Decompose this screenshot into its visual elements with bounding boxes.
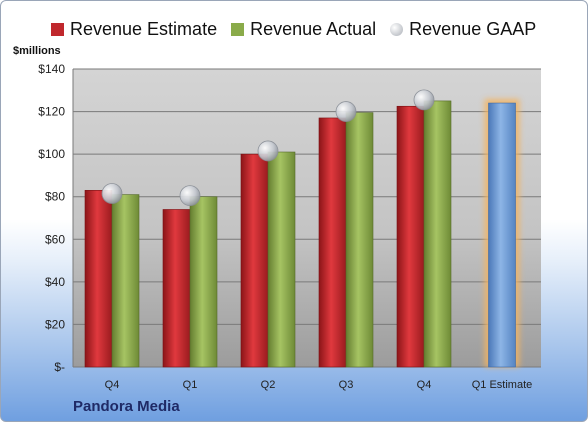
bar-estimate [396,105,425,368]
bar-actual [189,196,218,368]
x-tick-label: Q1 Estimate [472,379,533,391]
legend: Revenue Estimate Revenue Actual Revenue … [51,17,577,41]
company-name: Pandora Media [73,398,180,415]
gaap-marker [335,101,357,122]
y-tick-label: $20 [45,317,65,331]
legend-swatch-estimate [51,22,64,36]
legend-label-actual: Revenue Actual [250,18,377,39]
bar-forecast [488,102,516,368]
plot-area [73,69,541,367]
y-tick-label: $- [54,360,65,374]
x-tick-label: Q3 [339,379,354,391]
x-tick-label: Q4 [417,379,432,391]
bar-actual [345,112,374,368]
bar-estimate [84,190,113,368]
bar-actual [423,100,452,368]
bar-estimate [240,153,269,368]
gaap-marker [257,140,279,162]
x-tick-label: Q4 [105,379,120,391]
y-tick-label: $80 [45,190,65,204]
gaap-marker [101,183,123,204]
gaap-marker [413,89,435,111]
legend-item-actual: Revenue Actual [231,19,376,40]
y-axis-unit-label: $millions [13,45,61,57]
legend-swatch-actual [231,22,245,36]
legend-swatch-gaap [390,22,404,36]
legend-label-estimate: Revenue Estimate [70,18,218,39]
bar-estimate [318,117,347,368]
y-tick-label: $100 [38,147,65,161]
bar-estimate [162,209,191,368]
legend-label-gaap: Revenue GAAP [409,18,537,39]
y-tick-label: $140 [38,62,65,76]
gaap-marker [179,185,201,207]
x-tick-label: Q1 [183,379,198,391]
bar-actual [267,151,296,368]
legend-item-estimate: Revenue Estimate [51,19,217,40]
legend-item-gaap: Revenue GAAP [390,19,536,40]
x-tick-label: Q2 [261,379,276,391]
bar-actual [111,194,140,368]
y-tick-label: $60 [45,232,65,246]
y-tick-label: $40 [45,275,65,289]
y-tick-label: $120 [38,105,65,119]
